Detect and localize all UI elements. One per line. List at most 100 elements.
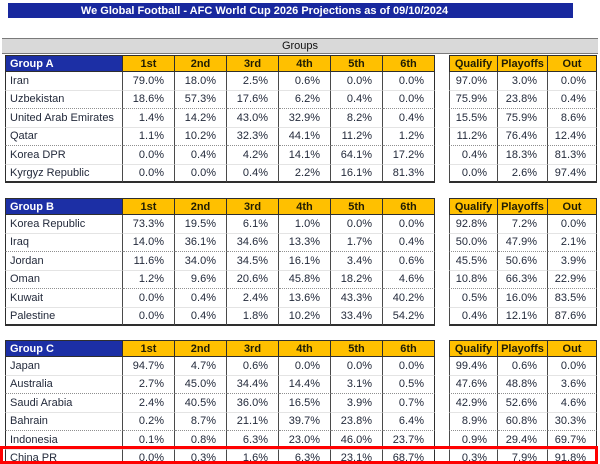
position-cell: 14.0%: [123, 233, 175, 252]
row-gap: [435, 394, 449, 413]
outcome-cell: 2.6%: [498, 164, 548, 183]
outcome-header: Playoffs: [498, 340, 548, 357]
position-cell: 0.0%: [123, 164, 175, 183]
position-cell: 0.4%: [175, 146, 227, 165]
header-gap: [435, 340, 449, 357]
position-cell: 18.6%: [123, 90, 175, 109]
position-cell: 4.6%: [383, 270, 435, 289]
group-name-label: Group B: [5, 198, 123, 215]
outcome-cell: 3.9%: [548, 252, 597, 271]
row-gap: [435, 252, 449, 271]
position-cell: 0.0%: [123, 146, 175, 165]
team-name: China PR: [5, 449, 123, 464]
position-cell: 0.4%: [227, 164, 279, 183]
outcome-cell: 48.8%: [498, 375, 548, 394]
row-gap: [435, 215, 449, 234]
position-cell: 21.1%: [227, 412, 279, 431]
position-cell: 6.3%: [227, 431, 279, 450]
outcome-cell: 81.3%: [548, 146, 597, 165]
outcome-cell: 97.0%: [449, 72, 498, 91]
position-cell: 40.2%: [383, 289, 435, 308]
outcome-cell: 12.1%: [498, 307, 548, 326]
outcome-cell: 97.4%: [548, 164, 597, 183]
row-gap: [435, 450, 449, 464]
position-cell: 0.7%: [383, 394, 435, 413]
position-cell: 14.2%: [175, 109, 227, 128]
position-cell: 2.4%: [123, 394, 175, 413]
outcome-cell: 0.6%: [498, 357, 548, 376]
position-cell: 4.7%: [175, 357, 227, 376]
position-cell: 81.3%: [383, 164, 435, 183]
header-gap: [435, 55, 449, 72]
position-cell: 1.6%: [227, 449, 279, 464]
position-header: 4th: [279, 340, 331, 357]
outcome-cell: 0.0%: [548, 215, 597, 234]
outcome-cell: 0.4%: [548, 90, 597, 109]
position-cell: 11.6%: [123, 252, 175, 271]
position-cell: 0.0%: [175, 164, 227, 183]
position-header: 6th: [383, 198, 435, 215]
outcome-cell: 18.3%: [498, 146, 548, 165]
outcome-cell: 92.8%: [449, 215, 498, 234]
position-cell: 0.2%: [123, 412, 175, 431]
position-cell: 0.0%: [383, 357, 435, 376]
outcome-cell: 47.9%: [498, 233, 548, 252]
team-name: Qatar: [5, 127, 123, 146]
row-gap: [435, 165, 449, 184]
position-header: 3rd: [227, 198, 279, 215]
outcome-header: Qualify: [449, 340, 498, 357]
outcome-cell: 0.4%: [449, 146, 498, 165]
outcome-header: Qualify: [449, 198, 498, 215]
outcome-header: Qualify: [449, 55, 498, 72]
position-cell: 1.0%: [279, 215, 331, 234]
position-cell: 0.0%: [331, 215, 383, 234]
position-cell: 34.0%: [175, 252, 227, 271]
page-title: We Global Football - AFC World Cup 2026 …: [80, 4, 449, 17]
position-cell: 14.1%: [279, 146, 331, 165]
position-header: 2nd: [175, 198, 227, 215]
position-cell: 32.9%: [279, 109, 331, 128]
row-gap: [435, 289, 449, 308]
position-cell: 0.0%: [383, 72, 435, 91]
position-cell: 6.3%: [279, 449, 331, 464]
position-cell: 19.5%: [175, 215, 227, 234]
outcome-cell: 60.8%: [498, 412, 548, 431]
row-gap: [435, 376, 449, 395]
outcome-cell: 83.5%: [548, 289, 597, 308]
position-cell: 54.2%: [383, 307, 435, 326]
outcome-cell: 7.2%: [498, 215, 548, 234]
outcome-header: Playoffs: [498, 55, 548, 72]
position-cell: 10.2%: [279, 307, 331, 326]
position-header: 5th: [331, 198, 383, 215]
position-cell: 13.3%: [279, 233, 331, 252]
position-cell: 18.2%: [331, 270, 383, 289]
position-cell: 0.0%: [383, 90, 435, 109]
position-header: 1st: [123, 55, 175, 72]
position-header: 6th: [383, 340, 435, 357]
position-cell: 0.6%: [383, 252, 435, 271]
team-name: Oman: [5, 270, 123, 289]
group-table-group-a: Group A 1st 2nd 3rd 4th 5th 6th Qualify Playoffs…: [5, 55, 597, 183]
position-cell: 0.4%: [383, 109, 435, 128]
outcome-cell: 76.4%: [498, 127, 548, 146]
position-cell: 45.0%: [175, 375, 227, 394]
position-cell: 0.0%: [279, 357, 331, 376]
row-gap: [435, 271, 449, 290]
outcome-header: Playoffs: [498, 198, 548, 215]
group-name-label: Group C: [5, 340, 123, 357]
position-header: 4th: [279, 198, 331, 215]
position-cell: 0.4%: [331, 90, 383, 109]
position-cell: 18.0%: [175, 72, 227, 91]
team-name: Uzbekistan: [5, 90, 123, 109]
position-cell: 73.3%: [123, 215, 175, 234]
position-cell: 11.2%: [331, 127, 383, 146]
position-cell: 1.2%: [123, 270, 175, 289]
position-cell: 8.7%: [175, 412, 227, 431]
outcome-cell: 22.9%: [548, 270, 597, 289]
row-gap: [435, 109, 449, 128]
position-cell: 13.6%: [279, 289, 331, 308]
position-cell: 36.1%: [175, 233, 227, 252]
position-cell: 14.4%: [279, 375, 331, 394]
position-header: 3rd: [227, 340, 279, 357]
